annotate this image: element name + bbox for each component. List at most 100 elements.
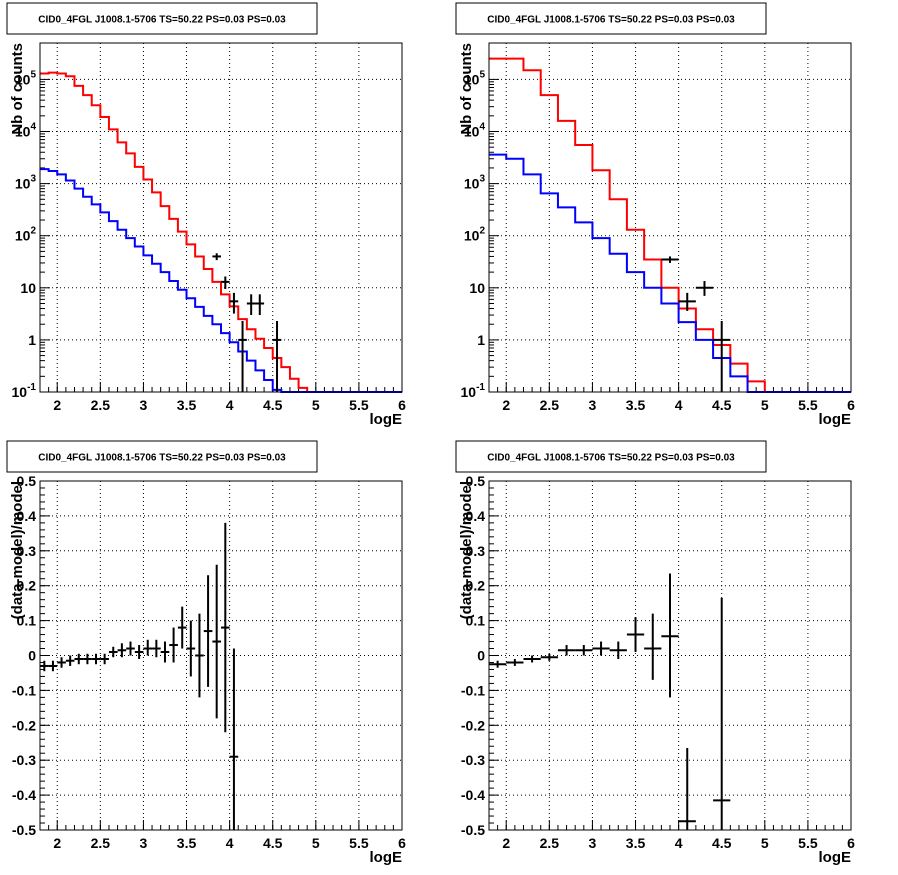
- y-tick-label: -0.2: [12, 717, 36, 733]
- data-point: [272, 321, 282, 392]
- chart-panel-2: CID0_4FGL J1008.1-5706 TS=50.22 PS=0.03 …: [455, 2, 855, 428]
- x-tick-label: 4.5: [712, 397, 732, 413]
- y-tick-label: 102: [15, 226, 37, 244]
- x-tick-label: 4: [675, 397, 683, 413]
- data-point: [126, 641, 135, 656]
- plot-frame: [488, 480, 852, 831]
- data-point: [65, 655, 75, 666]
- data-point: [152, 639, 161, 658]
- data-point: [255, 294, 265, 316]
- y-axis-label: Nb of counts: [9, 43, 26, 135]
- y-tick-label: 10: [469, 280, 485, 296]
- x-tick-label: 3.5: [626, 835, 646, 851]
- chart-title-box: [455, 440, 767, 473]
- chart-title-box: [6, 2, 318, 35]
- data-point: [108, 646, 118, 658]
- x-tick-label: 3: [589, 835, 597, 851]
- y-tick-label: 0.4: [466, 508, 486, 524]
- y-tick-label: -0.5: [461, 822, 485, 838]
- chart-panel-1: CID0_4FGL J1008.1-5706 TS=50.22 PS=0.03 …: [6, 2, 406, 428]
- x-axis-label: logE: [370, 411, 403, 428]
- x-tick-label: 6: [847, 835, 855, 851]
- x-tick-label: 5.5: [349, 835, 369, 851]
- y-tick-label: -0.4: [461, 787, 485, 803]
- y-tick-label: 1: [477, 332, 485, 348]
- x-tick-label: 2: [502, 835, 510, 851]
- data-point: [74, 653, 84, 665]
- y-tick-label: 0.2: [466, 578, 486, 594]
- y-tick-label: 0.1: [17, 613, 37, 629]
- x-tick-label: 2.5: [91, 835, 111, 851]
- x-tick-label: 4.5: [263, 835, 283, 851]
- y-tick-label: -0.1: [12, 682, 36, 698]
- y-tick-label: -0.1: [461, 682, 485, 698]
- y-tick-label: 105: [464, 69, 486, 87]
- x-tick-label: 4.5: [263, 397, 283, 413]
- y-tick-label: 0: [28, 648, 36, 664]
- x-tick-label: 4: [675, 835, 683, 851]
- data-point: [626, 617, 645, 653]
- y-tick-label: 102: [464, 226, 486, 244]
- data-point: [540, 653, 558, 661]
- data-point: [238, 321, 247, 392]
- data-point: [212, 253, 221, 261]
- data-point: [592, 641, 610, 656]
- data-point: [177, 606, 187, 649]
- y-axis-label: (data-model)/model: [9, 481, 26, 619]
- histogram-series-1: [489, 57, 851, 393]
- data-point: [221, 276, 230, 289]
- y-tick-label: 105: [15, 69, 37, 87]
- x-tick-label: 3.5: [626, 397, 646, 413]
- data-point: [575, 645, 593, 656]
- data-point: [160, 641, 170, 663]
- histogram-series-1: [40, 71, 402, 393]
- data-point: [644, 613, 662, 680]
- x-tick-label: 4.5: [712, 835, 732, 851]
- data-point: [212, 564, 221, 719]
- data-point: [523, 655, 541, 663]
- y-tick-label: 10: [20, 280, 36, 296]
- data-point: [678, 292, 696, 311]
- x-tick-label: 2.5: [540, 835, 560, 851]
- x-tick-label: 6: [398, 397, 406, 413]
- data-point: [246, 294, 256, 316]
- plot-frame: [488, 42, 852, 393]
- y-axis-label: Nb of counts: [458, 43, 475, 135]
- x-tick-label: 2.5: [91, 397, 111, 413]
- y-tick-label: -0.4: [12, 787, 36, 803]
- data-point: [195, 613, 204, 698]
- x-tick-label: 4: [226, 397, 234, 413]
- chart-title-box: [455, 2, 767, 35]
- x-tick-label: 6: [847, 397, 855, 413]
- y-tick-label: 104: [464, 122, 486, 140]
- data-point: [203, 575, 213, 687]
- data-point: [229, 292, 239, 314]
- x-tick-label: 3: [589, 397, 597, 413]
- y-tick-label: -0.3: [461, 752, 485, 768]
- data-point: [713, 321, 731, 392]
- data-point: [609, 641, 627, 659]
- y-tick-label: 0.1: [466, 613, 486, 629]
- data-point: [186, 620, 196, 677]
- y-tick-label: 1: [28, 332, 36, 348]
- x-tick-label: 2: [53, 835, 61, 851]
- y-tick-label: 0.4: [17, 508, 37, 524]
- plot-frame: [39, 42, 403, 393]
- x-axis-label: logE: [819, 411, 852, 428]
- x-tick-label: 3.5: [177, 397, 197, 413]
- data-point: [489, 660, 507, 668]
- histogram-series-2: [40, 168, 402, 393]
- x-tick-label: 5: [312, 397, 320, 413]
- x-tick-label: 3: [140, 397, 148, 413]
- y-tick-label: 0.5: [17, 473, 37, 489]
- chart-panel-4: CID0_4FGL J1008.1-5706 TS=50.22 PS=0.03 …: [455, 440, 855, 866]
- data-point: [100, 653, 109, 665]
- y-axis-label: (data-model)/model: [458, 481, 475, 619]
- x-tick-label: 6: [398, 835, 406, 851]
- data-point: [221, 522, 230, 733]
- chart-title: CID0_4FGL J1008.1-5706 TS=50.22 PS=0.03 …: [487, 453, 735, 464]
- y-tick-label: 0.3: [17, 543, 37, 559]
- chart-title-box: [6, 440, 318, 473]
- y-tick-label: 103: [464, 174, 486, 192]
- y-tick-label: -0.5: [12, 822, 36, 838]
